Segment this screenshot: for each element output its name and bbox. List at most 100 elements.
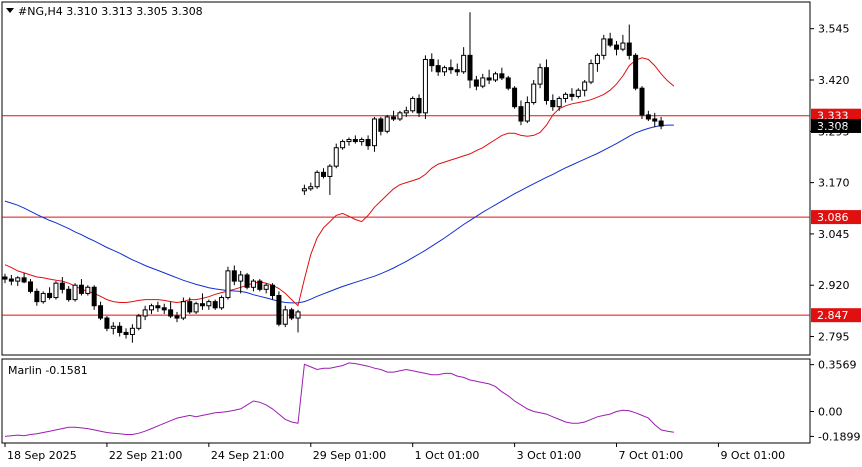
candle-bear [231, 270, 237, 282]
candle-bull [422, 58, 428, 114]
candle-bear [467, 54, 473, 81]
candle-bear [212, 301, 218, 309]
candle-bull [110, 325, 116, 329]
collapse-triangle-icon[interactable] [6, 8, 14, 13]
level-badge [811, 210, 861, 225]
candle-bull [403, 110, 409, 114]
candle-bear [499, 73, 505, 79]
candle-bear [59, 282, 65, 290]
candle-bull [620, 42, 626, 50]
candle-bull [480, 77, 486, 87]
price-axis: 3.545 3.420 3.295 3.170 3.045 2.920 2.795 [810, 23, 850, 344]
candle-bull [308, 186, 314, 190]
candle-bear [199, 303, 205, 307]
candle-bear [123, 331, 129, 335]
time-axis: 18 Sep 2025 22 Sep 21:00 24 Sep 21:00 29 Se… [4, 443, 785, 462]
candle-bull [524, 102, 530, 122]
candle-bull [340, 141, 346, 149]
level-badge [811, 308, 861, 323]
oscillator-panel-frame [1, 358, 811, 444]
candle-bear [270, 284, 276, 296]
candle-bear [486, 77, 492, 81]
candle-bull [461, 54, 467, 73]
candle-bull [359, 139, 365, 143]
candle-bull [563, 93, 569, 99]
candle-bull [206, 301, 212, 307]
time-tick-label: 29 Sep 01:00 [313, 449, 386, 462]
price-tick-label: 2.920 [818, 279, 850, 292]
candle-bull [327, 165, 333, 177]
price-tick-label: 3.545 [818, 23, 850, 36]
candle-bear [543, 67, 549, 102]
candle-bull [442, 67, 448, 73]
candle-bull [250, 280, 256, 288]
candle-bull [531, 83, 537, 104]
candle-bull [397, 112, 403, 120]
candle-bear [187, 301, 193, 313]
candle-bull [556, 97, 562, 108]
oscillator-tick-label: 0.3569 [818, 359, 857, 372]
level-label: 3.086 [817, 211, 849, 224]
oscillator-panel [1, 358, 811, 444]
candle-bull [371, 118, 377, 147]
candle-bull [594, 54, 600, 65]
moving-averages [4, 57, 675, 307]
candle-bull [219, 297, 225, 309]
current-price-badge [811, 118, 861, 133]
candle-bull [238, 274, 244, 282]
time-tick-label: 1 Oct 01:00 [415, 449, 480, 462]
candle-bear [429, 58, 435, 67]
candle-bear [321, 171, 326, 177]
candle-bear [645, 114, 651, 120]
oscillator-tick-label: -0.1899 [818, 430, 860, 443]
sma-fast-line [4, 57, 675, 307]
candle-bull [72, 284, 78, 301]
oscillator-axis: 0.3569 0.00 -0.1899 [810, 359, 860, 443]
candle-bear [47, 292, 53, 299]
candle-bear [518, 106, 524, 122]
candle-bull [15, 277, 21, 282]
candle-bull [346, 139, 352, 143]
candle-bear [21, 277, 27, 283]
candle-bear [614, 44, 620, 50]
candle-bull [333, 147, 339, 167]
time-tick-label: 24 Sep 21:00 [211, 449, 284, 462]
candle-bull [410, 97, 416, 112]
candle-bear [2, 276, 8, 280]
candle-bull [225, 270, 231, 299]
candle-bull [537, 67, 543, 85]
candle-bear [512, 87, 518, 108]
time-tick-label: 9 Oct 01:00 [720, 449, 785, 462]
candle-bear [652, 118, 658, 122]
candle-bear [607, 38, 613, 46]
candle-bear [117, 325, 123, 333]
sma-slow-line [4, 124, 674, 304]
candle-bull [295, 311, 301, 319]
price-tick-label: 3.170 [818, 177, 850, 190]
oscillator-lines [4, 362, 674, 437]
candle-bear [633, 54, 639, 89]
candle-bull [180, 301, 186, 319]
candle-bear [66, 288, 72, 301]
candle-bear [416, 97, 422, 114]
candle-bear [34, 290, 40, 303]
candle-bear [91, 286, 97, 307]
candle-bear [658, 120, 664, 127]
level-label: 2.847 [817, 309, 849, 322]
candle-bear [98, 305, 104, 319]
candle-bull [492, 73, 498, 81]
price-panel [1, 1, 811, 356]
candle-bull [85, 286, 91, 294]
candle-bear [365, 139, 371, 147]
candle-bear [626, 42, 632, 56]
header: #NG,H4 3.310 3.313 3.305 3.308 [6, 5, 203, 18]
candle-bull [149, 305, 155, 311]
candle-bear [289, 309, 295, 319]
candle-bear [168, 309, 174, 317]
candle-bear [378, 118, 384, 132]
candle-bear [435, 65, 441, 73]
candle-bull [263, 284, 269, 290]
candle-bull [575, 89, 581, 97]
